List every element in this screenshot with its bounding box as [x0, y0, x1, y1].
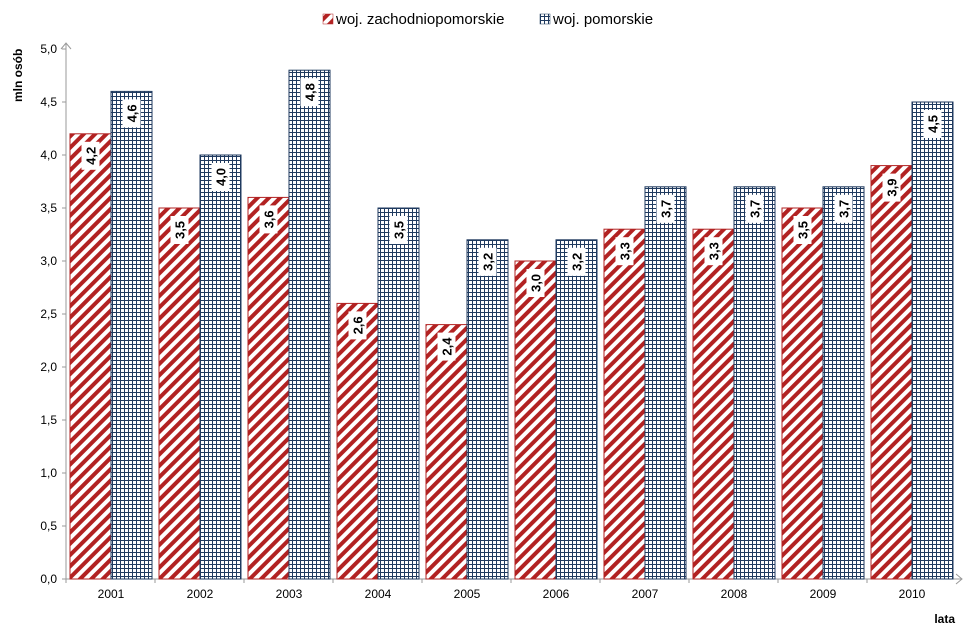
data-label-background — [656, 194, 675, 223]
data-label-background — [834, 194, 853, 223]
bars — [69, 69, 954, 580]
bar-zachodniopomorskie — [69, 133, 112, 580]
bar-pomorskie — [555, 239, 598, 580]
data-label: 3,2 — [570, 253, 585, 271]
bar-zachodniopomorskie — [425, 324, 468, 580]
data-label-background — [567, 247, 586, 276]
bar-pomorskie — [199, 154, 242, 580]
data-label-background — [348, 311, 367, 340]
y-tick-label: 0,0 — [40, 572, 57, 586]
y-tick-label: 4,5 — [40, 95, 57, 109]
data-label-background — [81, 141, 100, 170]
data-label: 3,7 — [659, 200, 674, 218]
data-label: 4,6 — [125, 104, 140, 122]
data-label: 2,4 — [440, 337, 455, 356]
data-label: 4,2 — [84, 147, 99, 165]
data-label-background — [478, 247, 497, 276]
data-label: 4,0 — [214, 168, 229, 186]
legend-swatch-zachodniopomorskie — [322, 13, 334, 25]
bar-zachodniopomorskie — [247, 196, 290, 580]
x-tick-label: 2004 — [365, 587, 392, 601]
y-axis — [60, 42, 72, 580]
data-label-background — [793, 216, 812, 244]
data-label: 3,7 — [748, 200, 763, 218]
bar-pomorskie — [733, 186, 776, 580]
data-label: 3,3 — [618, 242, 633, 260]
data-label-background — [300, 78, 319, 107]
data-label-background — [259, 205, 278, 234]
y-tick-labels: 0,0 0,5 1,0 1,5 2,0 2,5 3,0 3,5 4,0 4,5 5,0 — [40, 42, 66, 586]
bar-zachodniopomorskie — [336, 302, 379, 580]
y-tick-label: 3,0 — [40, 254, 57, 268]
y-tick-label: 2,5 — [40, 307, 57, 321]
x-axis-title: lata — [934, 612, 955, 626]
data-label-background — [704, 237, 723, 266]
x-tick-label: 2009 — [810, 587, 837, 601]
y-tick-label: 0,5 — [40, 519, 57, 533]
x-tick-label: 2006 — [543, 587, 570, 601]
y-tick-label: 4,0 — [40, 148, 57, 162]
data-label-background — [437, 332, 456, 361]
data-label: 3,3 — [707, 242, 722, 260]
bar-pomorskie — [644, 186, 687, 580]
bar-pomorskie — [822, 186, 865, 580]
bar-zachodniopomorskie — [514, 260, 557, 580]
bar-pomorskie — [911, 101, 954, 580]
bar-zachodniopomorskie — [781, 207, 824, 580]
bar-zachodniopomorskie — [870, 165, 913, 580]
data-label: 2,6 — [351, 316, 366, 334]
data-label-background — [882, 173, 901, 202]
data-label-background — [526, 269, 545, 297]
data-label: 4,8 — [303, 83, 318, 101]
data-label-background — [389, 216, 408, 244]
data-label: 3,6 — [262, 210, 277, 228]
bar-pomorskie — [288, 69, 331, 580]
x-tick-label: 2007 — [632, 587, 659, 601]
y-tick-label: 1,5 — [40, 413, 57, 427]
legend-swatch-pomorskie — [539, 13, 551, 25]
data-label: 3,7 — [837, 200, 852, 218]
x-tick-label: 2002 — [187, 587, 214, 601]
bar-pomorskie — [377, 207, 420, 580]
y-tick-label: 5,0 — [40, 42, 57, 56]
legend-label-zachodniopomorskie: woj. zachodniopomorskie — [335, 11, 504, 28]
data-label: 3,9 — [885, 179, 900, 197]
data-label: 4,5 — [926, 115, 941, 133]
data-label-background — [615, 237, 634, 266]
data-label-background — [211, 163, 230, 191]
data-label-background — [122, 99, 141, 128]
bar-pomorskie — [466, 239, 509, 580]
data-label: 3,5 — [392, 221, 407, 239]
x-tick-label: 2008 — [721, 587, 748, 601]
legend-label-pomorskie: woj. pomorskie — [552, 11, 653, 28]
data-label-background — [745, 194, 764, 223]
data-label: 3,0 — [529, 274, 544, 292]
bar-zachodniopomorskie — [158, 207, 201, 580]
y-tick-label: 3,5 — [40, 201, 57, 215]
data-label-background — [170, 216, 189, 244]
x-tick-label: 2003 — [276, 587, 303, 601]
y-tick-label: 2,0 — [40, 360, 57, 374]
data-label: 3,2 — [481, 253, 496, 271]
legend: woj. zachodniopomorskie woj. pomorskie — [322, 11, 653, 28]
data-labels: 4,2 4,6 3,5 4,0 3,6 4,8 2,6 3,5 2,4 3,2 3,0 3,2 3,3 3… — [81, 78, 942, 361]
data-label-background — [923, 110, 942, 138]
y-axis-title: mln osób — [11, 49, 25, 102]
x-tick-label: 2001 — [98, 587, 125, 601]
x-tick-label: 2010 — [899, 587, 926, 601]
y-tick-label: 1,0 — [40, 466, 57, 480]
bar-zachodniopomorskie — [603, 228, 646, 580]
x-tick-label: 2005 — [454, 587, 481, 601]
data-label: 3,5 — [173, 221, 188, 239]
bar-zachodniopomorskie — [692, 228, 735, 580]
data-label: 3,5 — [796, 221, 811, 239]
x-tick-labels: 2001 2002 2003 2004 2005 2006 2007 2008 2009 2010 — [65, 579, 926, 601]
bar-pomorskie — [110, 90, 153, 580]
